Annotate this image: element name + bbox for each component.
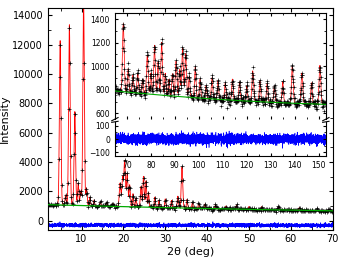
X-axis label: 2θ (deg): 2θ (deg) <box>167 247 214 257</box>
Y-axis label: Intensity: Intensity <box>0 95 10 143</box>
